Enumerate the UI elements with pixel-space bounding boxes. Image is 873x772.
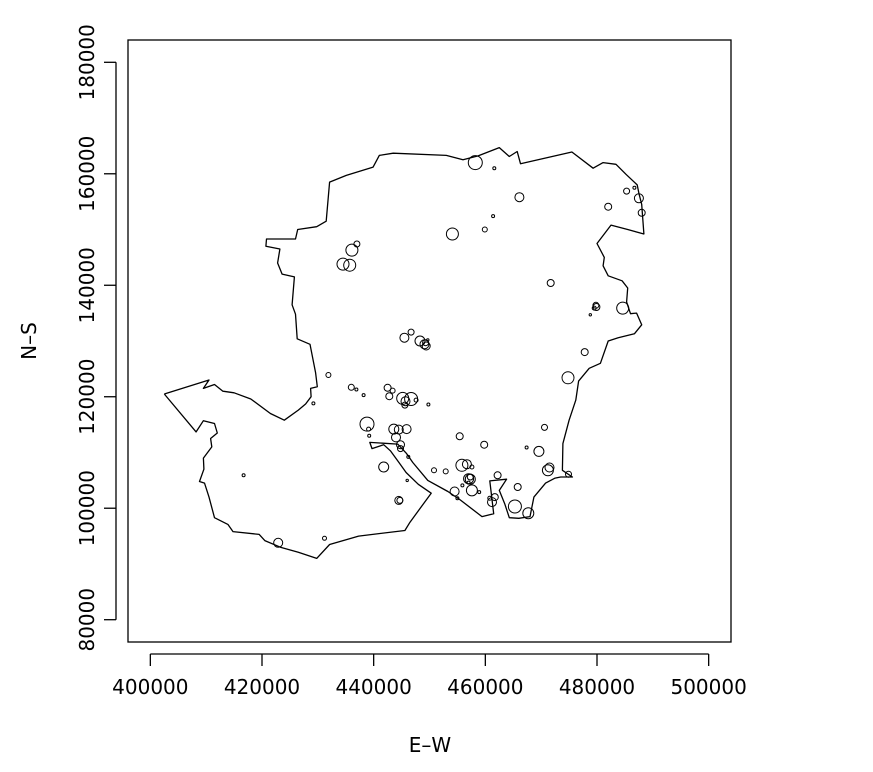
data-point bbox=[467, 155, 483, 171]
data-point bbox=[361, 393, 366, 398]
data-point bbox=[455, 432, 464, 441]
data-point bbox=[524, 445, 529, 450]
y-axis: 80000 100000 120000 140000 160000 180000 bbox=[75, 24, 117, 652]
data-point bbox=[544, 462, 555, 473]
data-point bbox=[322, 535, 327, 541]
x-tick-label: 460000 bbox=[447, 675, 523, 699]
data-point bbox=[455, 458, 469, 472]
data-point bbox=[604, 202, 613, 211]
data-point bbox=[405, 478, 409, 483]
data-point bbox=[442, 468, 449, 475]
data-point bbox=[469, 464, 475, 470]
data-point bbox=[366, 426, 372, 432]
y-tick-label: 160000 bbox=[75, 136, 99, 212]
data-point bbox=[383, 383, 392, 392]
data-point bbox=[492, 166, 497, 171]
data-point bbox=[591, 305, 597, 311]
data-point bbox=[406, 454, 411, 459]
x-tick-label: 420000 bbox=[224, 675, 300, 699]
data-point bbox=[522, 507, 535, 520]
data-point bbox=[623, 187, 631, 195]
data-point bbox=[378, 461, 390, 473]
data-point bbox=[493, 471, 502, 480]
data-point bbox=[273, 537, 284, 548]
data-point bbox=[465, 484, 478, 497]
data-point bbox=[637, 208, 646, 217]
data-point bbox=[401, 401, 409, 409]
data-point bbox=[466, 480, 471, 485]
data-point bbox=[359, 416, 375, 432]
data-point bbox=[580, 348, 589, 357]
data-point bbox=[385, 392, 394, 401]
x-tick-label: 500000 bbox=[670, 675, 746, 699]
data-points bbox=[241, 155, 646, 548]
data-point bbox=[588, 313, 592, 317]
data-point bbox=[325, 372, 332, 378]
data-point bbox=[347, 383, 355, 391]
data-point bbox=[426, 338, 430, 342]
data-point bbox=[616, 301, 630, 315]
data-point bbox=[397, 445, 404, 453]
data-point bbox=[311, 401, 316, 406]
y-axis-label: N–S bbox=[17, 322, 41, 360]
y-tick-label: 120000 bbox=[75, 359, 99, 435]
y-tick-label: 140000 bbox=[75, 247, 99, 323]
data-point bbox=[241, 473, 246, 478]
data-point bbox=[396, 440, 405, 450]
y-tick-label: 80000 bbox=[75, 588, 99, 652]
data-point bbox=[399, 332, 410, 343]
x-axis: 400000 420000 440000 460000 480000 500000 bbox=[112, 653, 747, 699]
data-point bbox=[487, 495, 493, 501]
data-point bbox=[460, 483, 465, 488]
data-point bbox=[367, 433, 372, 438]
data-point bbox=[343, 258, 357, 272]
data-point bbox=[445, 227, 459, 241]
data-point bbox=[449, 486, 460, 497]
data-point bbox=[389, 387, 396, 394]
data-point bbox=[388, 423, 400, 435]
data-point bbox=[345, 243, 359, 257]
data-point bbox=[533, 445, 545, 457]
data-point bbox=[491, 214, 496, 219]
data-point bbox=[421, 341, 431, 351]
data-point bbox=[466, 473, 474, 481]
plot-frame bbox=[127, 39, 732, 643]
data-point bbox=[396, 496, 404, 504]
data-point bbox=[422, 339, 430, 347]
data-point bbox=[431, 467, 437, 474]
data-point bbox=[487, 497, 497, 508]
data-point bbox=[391, 432, 401, 443]
data-point bbox=[507, 499, 522, 514]
data-point bbox=[633, 193, 644, 204]
data-point bbox=[565, 470, 572, 478]
x-tick-label: 440000 bbox=[335, 675, 411, 699]
x-axis-label: E–W bbox=[409, 733, 452, 757]
region-boundary bbox=[163, 146, 645, 560]
data-point bbox=[407, 328, 415, 336]
data-point bbox=[480, 440, 489, 449]
data-point bbox=[541, 423, 548, 431]
data-point bbox=[413, 397, 419, 403]
data-point bbox=[546, 279, 555, 287]
data-point bbox=[514, 192, 525, 203]
data-point bbox=[561, 371, 575, 385]
data-point bbox=[455, 496, 460, 501]
data-point bbox=[513, 483, 522, 491]
data-point bbox=[336, 257, 350, 271]
data-point bbox=[401, 424, 412, 435]
x-tick-label: 400000 bbox=[112, 675, 188, 699]
data-point bbox=[477, 490, 482, 495]
data-point bbox=[461, 459, 472, 470]
y-tick-label: 100000 bbox=[75, 470, 99, 546]
data-point bbox=[354, 387, 359, 392]
data-point bbox=[541, 464, 554, 477]
data-point bbox=[632, 185, 637, 190]
data-point bbox=[426, 402, 431, 407]
y-tick-label: 180000 bbox=[75, 24, 99, 100]
data-point bbox=[481, 226, 488, 233]
x-tick-label: 480000 bbox=[559, 675, 635, 699]
data-point bbox=[404, 392, 419, 406]
